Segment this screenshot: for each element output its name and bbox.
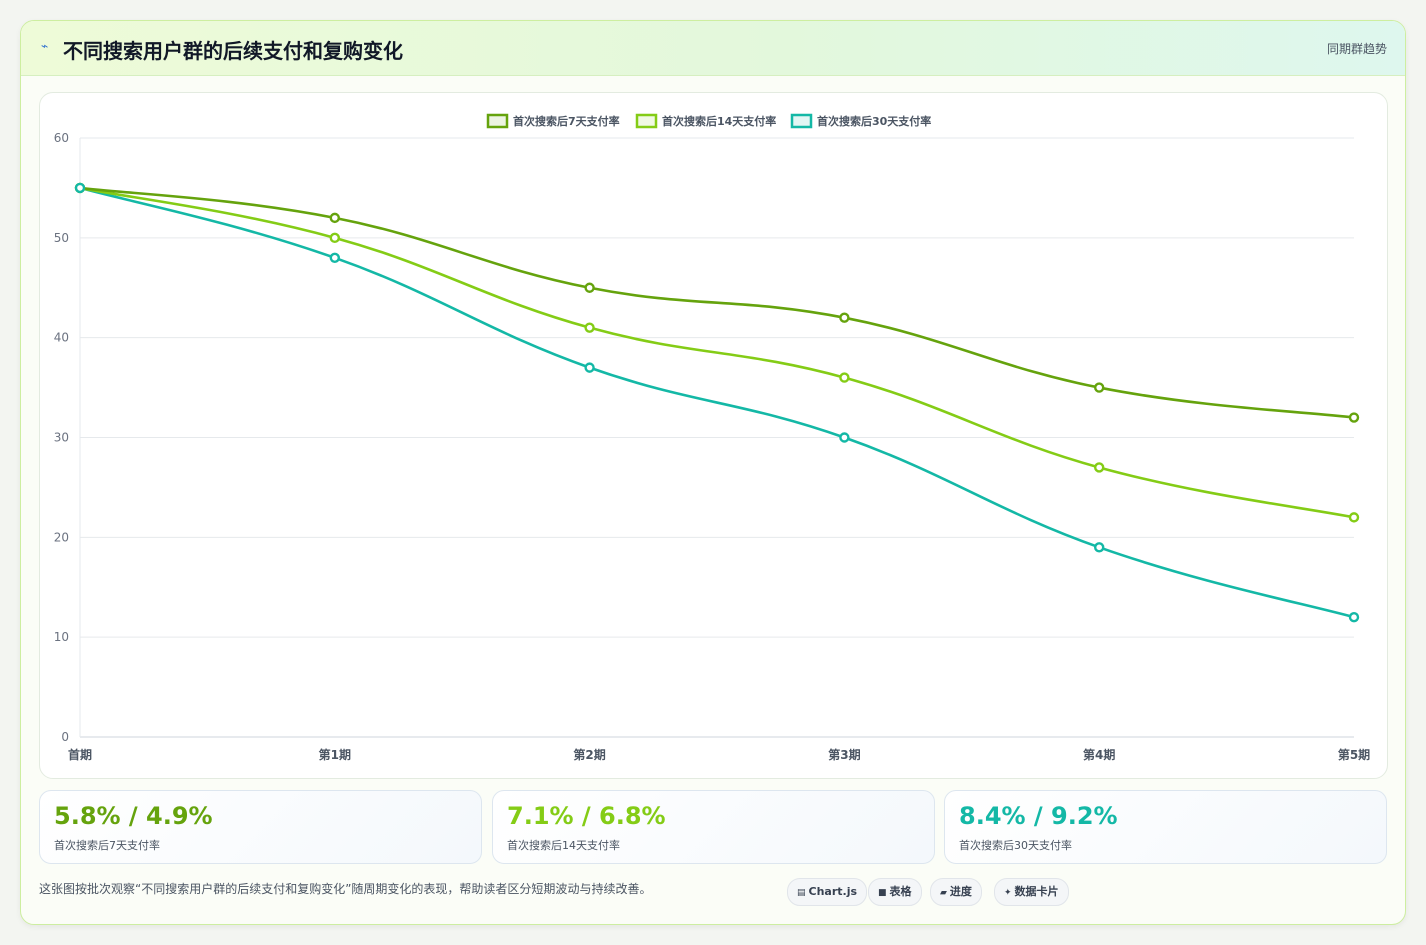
data-point bbox=[584, 282, 595, 293]
data-point bbox=[1093, 542, 1105, 553]
legend-label: 首次搜索后14天支付率 bbox=[662, 114, 776, 128]
y-tick-label: 50 bbox=[54, 231, 69, 245]
data-point bbox=[1348, 512, 1360, 523]
chip-label: 进度 bbox=[949, 885, 972, 898]
data-point bbox=[1093, 382, 1105, 393]
data-point bbox=[1093, 462, 1105, 473]
chip-label: 表格 bbox=[889, 885, 912, 898]
y-tick-label: 60 bbox=[54, 131, 69, 145]
x-tick-label: 第4期 bbox=[1083, 747, 1115, 762]
data-point bbox=[74, 182, 86, 194]
chip-chartjs[interactable]: ▤ Chart.js bbox=[787, 878, 868, 906]
data-point bbox=[1348, 412, 1360, 423]
data-point bbox=[329, 232, 340, 244]
plot-area: 0 10 20 30 40 50 60 首期 第1期 第2期 第3期 第4期 第5期 首次搜索后7天支付率… bbox=[39, 92, 1388, 779]
series-line bbox=[79, 186, 1355, 619]
legend-swatch bbox=[486, 113, 509, 129]
chart-footnote: 这张图按批次观察“不同搜索用户群的后续支付和复购变化”随周期变化的表现，帮助读者… bbox=[39, 882, 652, 896]
trend-badge: 同期群趋势 bbox=[1326, 42, 1387, 56]
table-icon: ■ bbox=[878, 888, 887, 898]
data-point bbox=[839, 372, 850, 383]
y-tick-label: 10 bbox=[54, 630, 69, 644]
page-title: 不同搜索用户群的后续支付和复购变化 bbox=[63, 39, 403, 63]
x-tick-label: 第1期 bbox=[319, 747, 351, 762]
line-chart: 0 10 20 30 40 50 60 首期 第1期 第2期 第3期 第4期 第5期 首次搜索后7天支付率… bbox=[54, 113, 1370, 762]
kpi-value: 8.4% / 9.2% bbox=[959, 802, 1118, 830]
y-tick-label: 30 bbox=[54, 431, 69, 445]
kpi-label: 首次搜索后14天支付率 bbox=[507, 839, 620, 852]
progress-icon: ▰ bbox=[940, 888, 947, 898]
legend-swatch bbox=[635, 113, 658, 129]
chip-table[interactable]: ■ 表格 bbox=[868, 878, 922, 906]
card-header: ⌁ 不同搜索用户群的后续支付和复购变化 同期群趋势 bbox=[21, 21, 1405, 76]
data-point bbox=[329, 252, 340, 264]
x-tick-label: 首期 bbox=[68, 747, 92, 762]
y-tick-label: 40 bbox=[54, 331, 69, 345]
data-point bbox=[584, 362, 595, 373]
data-point bbox=[839, 432, 850, 443]
sparkle-icon: ✦ bbox=[1004, 888, 1012, 898]
data-point bbox=[1348, 612, 1360, 623]
series-line bbox=[79, 186, 1355, 419]
legend-label: 首次搜索后30天支付率 bbox=[817, 114, 931, 128]
kpi-label: 首次搜索后7天支付率 bbox=[54, 839, 160, 852]
kpi-card-30day: 8.4% / 9.2% 首次搜索后30天支付率 bbox=[944, 790, 1387, 864]
series-line bbox=[79, 186, 1355, 519]
x-tick-label: 第3期 bbox=[828, 747, 860, 762]
chart-card: ⌁ 不同搜索用户群的后续支付和复购变化 同期群趋势 0 10 20 30 40 50 60 首… bbox=[20, 20, 1406, 925]
chip-progress[interactable]: ▰ 进度 bbox=[930, 878, 982, 906]
legend-label: 首次搜索后7天支付率 bbox=[513, 114, 620, 128]
legend-swatch bbox=[790, 113, 813, 129]
kpi-label: 首次搜索后30天支付率 bbox=[959, 839, 1072, 852]
chip-label: 数据卡片 bbox=[1014, 885, 1059, 898]
kpi-value: 7.1% / 6.8% bbox=[507, 802, 666, 830]
chip-label: Chart.js bbox=[808, 885, 858, 898]
data-point bbox=[329, 212, 340, 224]
kpi-value: 5.8% / 4.9% bbox=[54, 802, 213, 830]
y-tick-label: 20 bbox=[54, 530, 69, 544]
x-tick-label: 第5期 bbox=[1338, 747, 1370, 762]
chart-icon: ▤ bbox=[797, 888, 806, 898]
data-point bbox=[584, 322, 595, 333]
x-tick-label: 第2期 bbox=[573, 747, 605, 762]
data-point bbox=[839, 312, 850, 323]
kpi-card-7day: 5.8% / 4.9% 首次搜索后7天支付率 bbox=[39, 790, 482, 864]
y-tick-label: 0 bbox=[61, 730, 69, 744]
lightning-icon: ⌁ bbox=[41, 39, 49, 53]
kpi-card-14day: 7.1% / 6.8% 首次搜索后14天支付率 bbox=[492, 790, 935, 864]
chip-data-card[interactable]: ✦ 数据卡片 bbox=[994, 878, 1069, 906]
